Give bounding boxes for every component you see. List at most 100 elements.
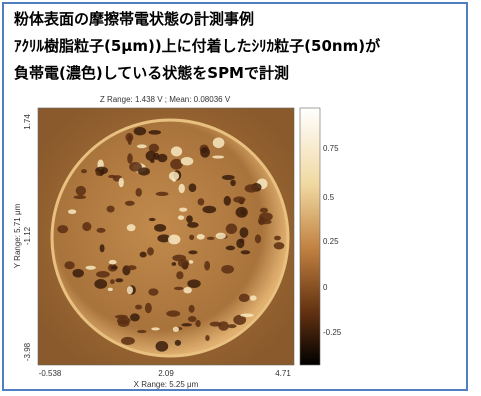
spot (179, 208, 187, 212)
spot (86, 266, 96, 270)
spot (140, 252, 147, 258)
spot (240, 314, 254, 317)
spot (149, 218, 156, 221)
colorbar-tick: 0.25 (323, 237, 339, 246)
spot (204, 261, 210, 271)
spot (187, 222, 199, 228)
y-tick: -1.12 (23, 226, 32, 245)
spot (109, 260, 117, 265)
spot (108, 288, 113, 292)
spot (188, 316, 197, 322)
spot (127, 265, 137, 270)
spot (179, 184, 185, 193)
y-tick: 1.74 (23, 114, 32, 130)
spot (151, 327, 160, 330)
spot (200, 147, 210, 158)
spot (172, 262, 176, 266)
spot (97, 228, 106, 233)
spot (166, 310, 180, 316)
spot (207, 237, 215, 240)
spot (274, 242, 285, 249)
spot (205, 335, 210, 341)
spot (168, 234, 180, 244)
spot (178, 215, 184, 220)
spot (221, 265, 234, 274)
spot (186, 215, 193, 222)
spot (181, 157, 194, 165)
spot (212, 155, 224, 158)
spot (68, 209, 76, 214)
spot (96, 271, 110, 278)
spot (213, 137, 225, 148)
spot (121, 337, 135, 345)
colorbar-tick: 0.5 (323, 193, 335, 202)
spot (146, 151, 156, 161)
spot (175, 340, 181, 346)
spot (96, 170, 101, 175)
spot (82, 222, 91, 231)
y-tick: -3.98 (23, 342, 32, 361)
colorbar-tick: 0 (323, 283, 328, 292)
spot (148, 130, 161, 135)
spot (176, 271, 183, 279)
page: {"header":{"lines":["粉体表面の摩擦帯電状態の計測事例","… (0, 0, 481, 396)
spot (189, 235, 194, 240)
spot (74, 195, 86, 199)
spot (239, 227, 248, 238)
spot (236, 239, 244, 248)
spot (128, 135, 132, 145)
spot (130, 313, 140, 321)
spot (236, 207, 248, 218)
spot (76, 186, 86, 196)
colorbar-tick: 0.75 (323, 144, 339, 153)
spot (115, 278, 123, 282)
spot (218, 321, 229, 331)
spot (134, 127, 146, 135)
spot (224, 196, 231, 206)
spot (129, 162, 142, 172)
spot (127, 153, 133, 163)
colorbar-tick: -0.25 (323, 328, 342, 337)
spot (137, 144, 147, 148)
spot (222, 175, 235, 180)
spot (173, 327, 179, 332)
spot (135, 188, 141, 197)
spot (64, 261, 74, 269)
spm-image (38, 108, 294, 365)
spot (72, 269, 83, 278)
spot (260, 208, 268, 213)
spot (187, 279, 200, 288)
spot (274, 236, 281, 241)
spot (183, 287, 191, 293)
spot (195, 320, 200, 327)
spot (111, 266, 118, 270)
spot (230, 180, 236, 186)
spot (155, 341, 168, 352)
spot (169, 172, 179, 181)
spot (137, 330, 147, 333)
spot (250, 295, 257, 300)
spot (245, 184, 258, 192)
x-label: X Range: 5.25 μm (134, 380, 199, 389)
z-range: Z Range: 1.438 V ; Mean: 0.08036 V (100, 95, 231, 104)
spot (147, 247, 154, 255)
spot (226, 246, 235, 251)
spot (135, 305, 142, 310)
spot (174, 287, 184, 290)
spot (148, 288, 158, 295)
spot (145, 303, 152, 313)
spot (157, 154, 167, 163)
spot (154, 224, 166, 232)
spot (258, 219, 271, 224)
spot (127, 224, 136, 231)
spot (239, 294, 250, 302)
spot (188, 250, 197, 254)
spot (100, 244, 105, 252)
spot (189, 305, 195, 313)
spot (171, 146, 182, 156)
spot (127, 286, 133, 294)
figure: Z Range: 1.438 V ; Mean: 0.08036 V 0.75 … (0, 0, 481, 396)
spot (181, 323, 192, 326)
spot (216, 233, 226, 239)
spot (107, 206, 115, 213)
